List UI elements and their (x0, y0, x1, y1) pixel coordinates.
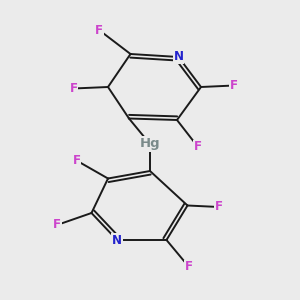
Text: N: N (173, 50, 184, 64)
Text: F: F (95, 23, 103, 37)
Text: F: F (185, 260, 193, 274)
Text: F: F (230, 79, 238, 92)
Text: F: F (215, 200, 223, 214)
Text: F: F (53, 218, 61, 232)
Text: F: F (70, 82, 77, 95)
Text: F: F (194, 140, 202, 154)
Text: Hg: Hg (140, 137, 160, 151)
Text: F: F (73, 154, 80, 167)
Text: N: N (112, 233, 122, 247)
